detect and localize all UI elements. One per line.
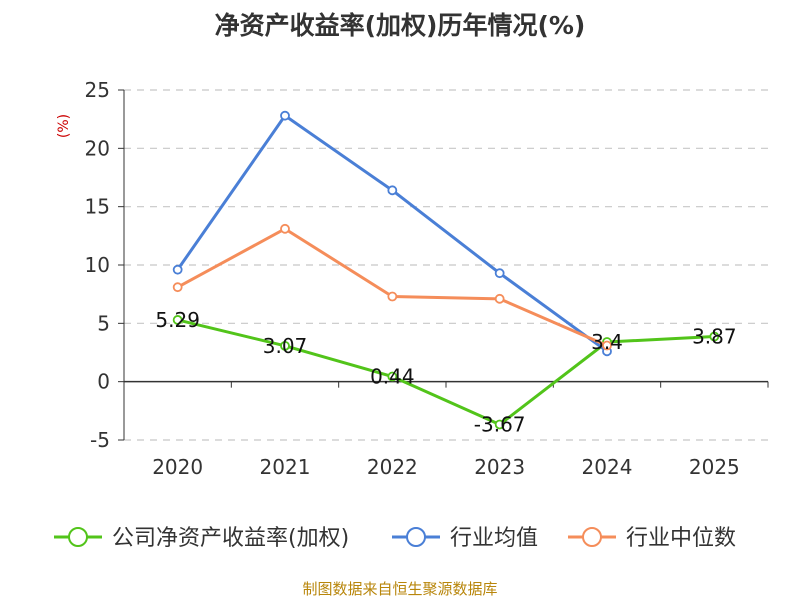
y-tick-label: 20	[85, 136, 110, 160]
data-point[interactable]	[387, 185, 398, 196]
y-tick-label: 15	[85, 195, 110, 219]
data-labels: 5.29 3.07 0.44 -3.67 3.4 3.87	[155, 308, 736, 437]
x-tick-label: 2021	[260, 455, 311, 479]
data-point[interactable]	[387, 291, 398, 302]
legend-item[interactable]: 行业均值	[392, 526, 538, 551]
legend-label: 公司净资产收益率(加权)	[112, 526, 349, 551]
legend-marker	[68, 527, 88, 547]
y-tick-label: 5	[97, 311, 110, 335]
data-point[interactable]	[280, 340, 290, 351]
y-tick-label: -5	[90, 428, 110, 452]
data-point[interactable]	[172, 315, 183, 325]
legend-label: 行业均值	[450, 526, 538, 551]
legend-item[interactable]: 公司净资产收益率(加权)	[54, 526, 349, 551]
y-tick-label: 0	[97, 370, 110, 394]
data-label: 3.4	[591, 330, 623, 354]
data-label: 5.29	[155, 308, 200, 332]
x-tick-label: 2020	[152, 455, 203, 479]
source-note: 制图数据来自恒生聚源数据库	[302, 580, 497, 598]
chart-title: 净资产收益率(加权)历年情况(%)	[215, 11, 586, 40]
data-label: -3.67	[474, 412, 526, 436]
y-tick-label: 25	[85, 78, 110, 102]
data-label: 0.44	[370, 365, 415, 389]
data-point[interactable]	[494, 268, 505, 279]
series-lines	[172, 110, 720, 430]
legend-label: 行业中位数	[626, 526, 736, 551]
data-point[interactable]	[280, 223, 290, 234]
data-point[interactable]	[280, 110, 290, 121]
grid-lines	[124, 89, 768, 441]
data-point[interactable]	[494, 293, 505, 304]
data-point[interactable]	[709, 331, 720, 342]
data-point[interactable]	[494, 419, 505, 430]
x-tick-label: 2022	[367, 455, 418, 479]
data-label: 3.07	[263, 334, 308, 358]
series-line-0	[177, 318, 715, 426]
legend[interactable]: 公司净资产收益率(加权) 行业均值 行业中位数	[54, 526, 736, 551]
y-tick-label: 10	[85, 253, 110, 277]
legend-marker	[406, 527, 426, 547]
y-axis-unit-label: (%)	[56, 114, 72, 138]
series-line-2	[176, 227, 608, 347]
data-label: 3.87	[692, 325, 737, 349]
legend-marker	[582, 527, 602, 547]
x-tick-label: 2024	[582, 455, 633, 479]
data-point[interactable]	[172, 282, 183, 293]
data-point[interactable]	[172, 264, 183, 275]
x-tick-label: 2023	[474, 455, 525, 479]
data-point[interactable]	[387, 371, 398, 382]
data-point[interactable]	[602, 340, 612, 351]
legend-item[interactable]: 行业中位数	[568, 526, 736, 551]
x-tick-label: 2025	[689, 455, 740, 479]
